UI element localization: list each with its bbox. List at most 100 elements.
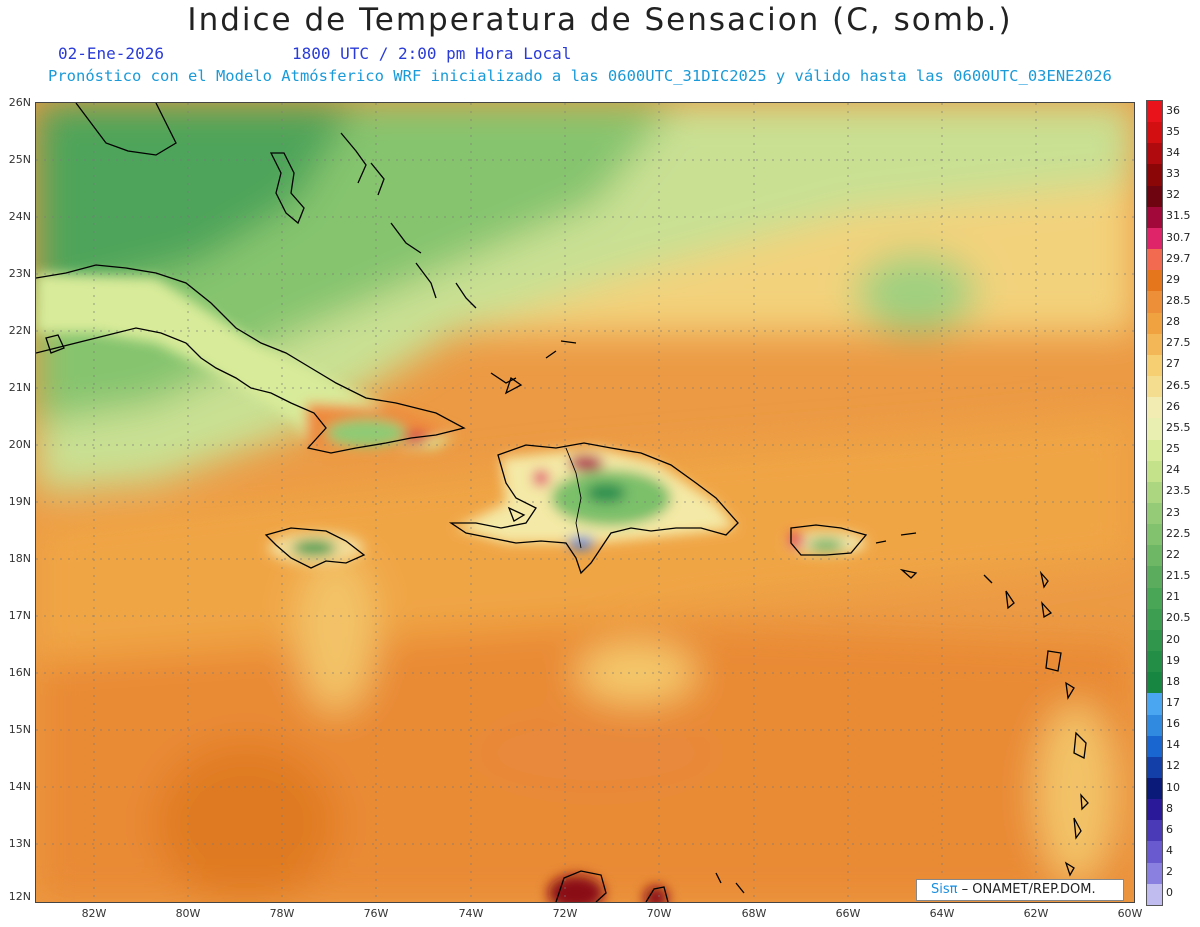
colorbar-label: 26.5 bbox=[1166, 378, 1191, 392]
colorbar-label: 12 bbox=[1166, 759, 1180, 773]
lon-label: 68W bbox=[741, 907, 767, 920]
colorbar-label: 32 bbox=[1166, 188, 1180, 202]
credit-text: – ONAMET/REP.DOM. bbox=[961, 882, 1096, 897]
lat-label: 20N bbox=[8, 438, 31, 451]
colorbar-swatch bbox=[1147, 608, 1162, 630]
sispi-logo: Sisπ bbox=[931, 882, 958, 897]
colorbar-label: 21.5 bbox=[1166, 569, 1191, 583]
colorbar-swatch bbox=[1147, 566, 1162, 588]
lon-label: 82W bbox=[81, 907, 107, 920]
colorbar-label: 29.7 bbox=[1166, 251, 1191, 265]
colorbar-label: 23.5 bbox=[1166, 484, 1191, 498]
colorbar-swatch bbox=[1147, 206, 1162, 228]
lon-label: 74W bbox=[458, 907, 484, 920]
colorbar-label: 23 bbox=[1166, 505, 1180, 519]
colorbar-label: 17 bbox=[1166, 696, 1180, 709]
colorbar-swatch bbox=[1147, 841, 1162, 863]
colorbar-label: 0 bbox=[1166, 886, 1173, 900]
colorbar-swatch bbox=[1147, 883, 1162, 905]
lon-label: 60W bbox=[1117, 907, 1143, 920]
colorbar-swatch bbox=[1147, 227, 1162, 250]
colorbar-swatch bbox=[1147, 439, 1162, 461]
colorbar-swatch bbox=[1147, 164, 1162, 186]
colorbar-label: 21 bbox=[1166, 590, 1180, 604]
colorbar-swatch bbox=[1147, 418, 1162, 440]
colorbar-swatch bbox=[1147, 587, 1162, 609]
colorbar-swatch bbox=[1147, 820, 1162, 842]
colorbar-label: 27.5 bbox=[1166, 336, 1191, 350]
forecast-time: 1800 UTC / 2:00 pm Hora Local bbox=[292, 44, 572, 63]
lat-label: 26N bbox=[8, 96, 31, 109]
colorbar-swatch bbox=[1147, 249, 1162, 271]
colorbar-swatch bbox=[1147, 460, 1162, 482]
lon-label: 64W bbox=[929, 907, 955, 920]
colorbar-label: 14 bbox=[1166, 738, 1180, 752]
colorbar-label: 25 bbox=[1166, 442, 1180, 456]
lat-label: 12N bbox=[8, 890, 31, 903]
colorbar-label: 4 bbox=[1166, 844, 1173, 858]
colorbar-swatch bbox=[1147, 101, 1162, 123]
colorbar-swatch bbox=[1147, 799, 1162, 821]
colorbar-label: 25.5 bbox=[1166, 420, 1191, 434]
lat-label: 19N bbox=[8, 495, 31, 508]
colorbar-label: 20 bbox=[1166, 632, 1180, 646]
lat-label: 14N bbox=[8, 780, 31, 793]
colorbar-swatch bbox=[1147, 693, 1162, 715]
lat-label: 15N bbox=[8, 723, 31, 736]
colorbar-swatch bbox=[1147, 502, 1162, 525]
map-title: Indice de Temperatura de Sensacion (C, s… bbox=[187, 2, 1013, 38]
lat-label: 25N bbox=[8, 153, 31, 166]
colorbar-swatch bbox=[1147, 524, 1162, 546]
colorbar-label: 27 bbox=[1166, 357, 1180, 371]
colorbar-swatch bbox=[1147, 862, 1162, 884]
colorbar-swatch bbox=[1147, 333, 1162, 355]
lat-label: 24N bbox=[8, 210, 31, 223]
colorbar-swatch bbox=[1147, 143, 1162, 165]
colorbar-swatch bbox=[1147, 672, 1162, 694]
colorbar-swatch bbox=[1147, 291, 1162, 313]
lat-label: 22N bbox=[8, 324, 31, 337]
colorbar-label: 16 bbox=[1166, 717, 1180, 731]
lon-label: 76W bbox=[363, 907, 389, 920]
colorbar-label: 6 bbox=[1166, 822, 1173, 836]
colorbar-label: 26 bbox=[1166, 399, 1180, 413]
lat-label: 23N bbox=[8, 267, 31, 280]
colorbar-swatch bbox=[1147, 545, 1162, 567]
lon-label: 78W bbox=[269, 907, 295, 920]
colorbar-swatch bbox=[1147, 312, 1162, 334]
colorbar-label: 18 bbox=[1166, 674, 1180, 688]
lon-label: 80W bbox=[175, 907, 201, 920]
lat-label: 18N bbox=[8, 552, 31, 565]
lon-label: 66W bbox=[835, 907, 861, 920]
colorbar-label: 22 bbox=[1166, 547, 1180, 561]
colorbar-swatch bbox=[1147, 714, 1162, 736]
lat-label: 17N bbox=[8, 609, 31, 622]
colorbar-swatch bbox=[1147, 756, 1162, 778]
colorbar-swatch bbox=[1147, 185, 1162, 207]
colorbar-label: 24 bbox=[1166, 463, 1180, 477]
colorbar-label: 22.5 bbox=[1166, 526, 1191, 540]
colorbar-swatch bbox=[1147, 629, 1162, 652]
colorbar-swatch bbox=[1147, 735, 1162, 757]
colorbar-label: 20.5 bbox=[1166, 611, 1191, 625]
colorbar-swatch bbox=[1147, 481, 1162, 503]
lat-label: 13N bbox=[8, 837, 31, 850]
colorbar-label: 2 bbox=[1166, 865, 1173, 879]
colorbar-label: 30.7 bbox=[1166, 230, 1191, 244]
map-canvas bbox=[36, 103, 1134, 902]
lat-label: 21N bbox=[8, 381, 31, 394]
colorbar-label: 28 bbox=[1166, 315, 1180, 329]
colorbar-label: 34 bbox=[1166, 145, 1180, 159]
forecast-date: 02-Ene-2026 bbox=[58, 44, 164, 63]
colorbar bbox=[1146, 100, 1163, 906]
colorbar-label: 35 bbox=[1166, 124, 1180, 138]
colorbar-swatch bbox=[1147, 354, 1162, 377]
colorbar-label: 10 bbox=[1166, 780, 1180, 794]
colorbar-swatch bbox=[1147, 778, 1162, 800]
lon-label: 72W bbox=[552, 907, 578, 920]
colorbar-label: 29 bbox=[1166, 272, 1180, 286]
colorbar-swatch bbox=[1147, 376, 1162, 398]
model-info: Pronóstico con el Modelo Atmósferico WRF… bbox=[48, 67, 1112, 85]
lon-label: 62W bbox=[1023, 907, 1049, 920]
map-panel[interactable] bbox=[35, 102, 1135, 903]
